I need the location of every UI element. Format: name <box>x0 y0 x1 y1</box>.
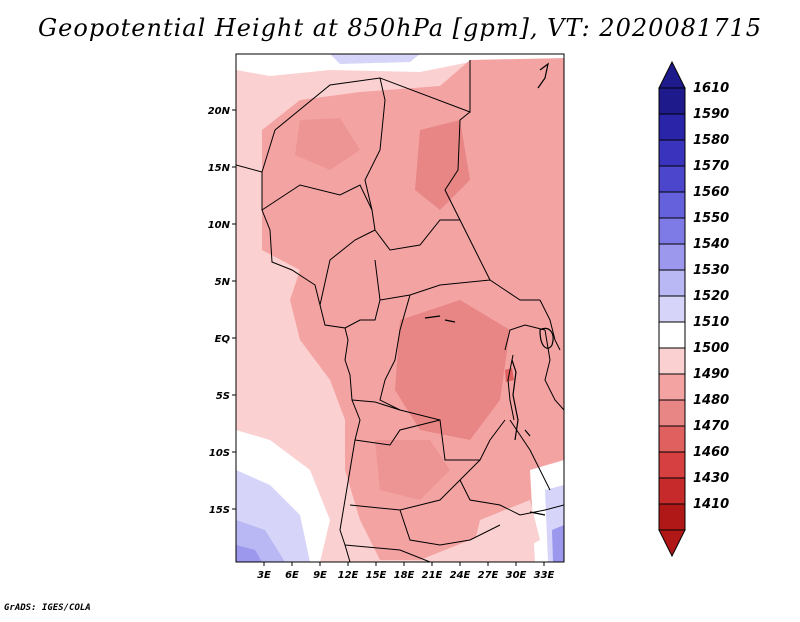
colorbar-cell <box>658 113 686 141</box>
colorbar-cell <box>658 243 686 271</box>
colorbar-labels: 1610 1590 1580 1570 1560 1550 1540 1530 … <box>693 81 729 512</box>
lat-label-5s: 5S <box>216 391 230 402</box>
colorbar-label: 1500 <box>693 341 729 356</box>
lat-label-20n: 20N <box>208 106 231 117</box>
colorbar-label: 1520 <box>693 289 729 304</box>
field-1510-north <box>236 54 564 76</box>
field-1480-chad <box>415 120 470 210</box>
colorbar-cell <box>658 451 686 479</box>
lakes <box>424 62 554 516</box>
latitude-axis: 20N 15N 10N 5N EQ 5S 10S 15S <box>208 106 236 516</box>
red-sea-coast <box>537 62 549 89</box>
field-1540-southeast <box>552 525 564 562</box>
lat-label-15n: 15N <box>208 163 231 174</box>
field-1540-atlantic <box>236 545 262 562</box>
colorbar-label: 1480 <box>693 393 729 408</box>
colorbar-cells <box>658 87 686 531</box>
field-1490-center <box>262 58 564 560</box>
lon-label-3e: 3E <box>257 570 271 581</box>
colorbar-cell <box>658 321 686 349</box>
colorbar-cell <box>658 373 686 401</box>
colorbar-label: 1550 <box>693 211 729 226</box>
map-frame <box>235 53 565 563</box>
colorbar-cell <box>658 399 686 427</box>
lon-label-24e: 24E <box>450 570 471 581</box>
lake-mweru <box>524 429 531 437</box>
lat-label-10s: 10S <box>209 448 230 459</box>
colorbar-label: 1560 <box>693 185 729 200</box>
colorbar-label: 1540 <box>693 237 729 252</box>
colorbar-cell <box>658 191 686 219</box>
chart-title: Geopotential Height at 850hPa [gpm], VT:… <box>38 14 762 42</box>
colorbar-cell <box>658 295 686 323</box>
colorbar-cell <box>658 165 686 193</box>
colorbar-label: 1410 <box>693 497 729 512</box>
lon-label-18e: 18E <box>394 570 415 581</box>
lon-label-33e: 33E <box>534 570 555 581</box>
field-1485-angola <box>375 440 450 500</box>
colorbar: 1610 1590 1580 1570 1560 1550 1540 1530 … <box>658 60 729 558</box>
field-1500-zambia <box>470 500 540 562</box>
lake-kariba <box>529 511 546 516</box>
lat-label-15s: 15S <box>209 505 230 516</box>
longitude-axis: 3E 6E 9E 12E 15E 18E 21E 24E 27E 30E 33E <box>257 562 555 581</box>
colorbar-label: 1590 <box>693 107 729 122</box>
congo-river-marks <box>424 315 456 323</box>
colorbar-label: 1570 <box>693 159 729 174</box>
colorbar-label: 1490 <box>693 367 729 382</box>
lat-label-eq: EQ <box>215 334 231 345</box>
field-1520-north <box>330 54 420 64</box>
lon-label-6e: 6E <box>285 570 299 581</box>
colorbar-cell <box>658 87 686 115</box>
colorbar-cell <box>658 503 686 531</box>
lon-label-12e: 12E <box>338 570 359 581</box>
lake-victoria <box>539 327 554 349</box>
lon-label-15e: 15E <box>366 570 387 581</box>
colorbar-cell <box>658 217 686 245</box>
lon-label-9e: 9E <box>313 570 327 581</box>
colorbar-label: 1430 <box>693 471 729 486</box>
colorbar-label: 1610 <box>693 81 729 96</box>
colorbar-label: 1460 <box>693 445 729 460</box>
field-1480-congo <box>395 300 510 440</box>
lon-label-30e: 30E <box>506 570 527 581</box>
lat-label-5n: 5N <box>215 277 231 288</box>
colorbar-label: 1470 <box>693 419 729 434</box>
colorbar-cell <box>658 477 686 505</box>
geopotential-field <box>236 54 564 562</box>
country-borders <box>236 60 564 562</box>
colorbar-label: 1530 <box>693 263 729 278</box>
field-1485-niger <box>295 118 360 170</box>
colorbar-cell <box>658 139 686 167</box>
colorbar-cell <box>658 425 686 453</box>
lake-tanganyika <box>511 359 519 441</box>
colorbar-cell <box>658 269 686 297</box>
colorbar-cell <box>658 347 686 375</box>
footer-credit: GrADS: IGES/COLA <box>4 603 91 613</box>
lon-label-21e: 21E <box>422 570 443 581</box>
lon-label-27e: 27E <box>478 570 499 581</box>
colorbar-top-arrow <box>658 60 686 89</box>
colorbar-bottom-arrow <box>658 529 686 558</box>
colorbar-label: 1510 <box>693 315 729 330</box>
colorbar-label: 1580 <box>693 133 729 148</box>
lat-label-10n: 10N <box>208 220 231 231</box>
